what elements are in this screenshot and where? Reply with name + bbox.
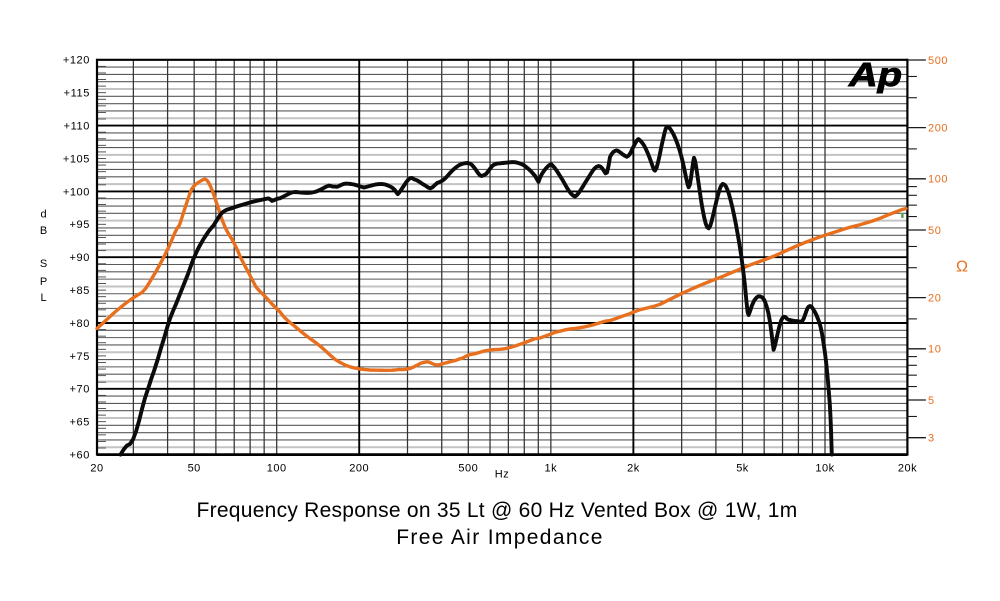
- svg-text:50: 50: [928, 225, 941, 237]
- svg-text:+110: +110: [64, 121, 90, 133]
- svg-text:+105: +105: [63, 153, 90, 165]
- svg-text:+85: +85: [70, 285, 90, 297]
- svg-text:B: B: [40, 225, 47, 237]
- svg-text:500: 500: [928, 55, 948, 67]
- svg-text:10k: 10k: [815, 463, 834, 475]
- svg-text:Frequency Response on 35 Lt @: Frequency Response on 35 Lt @ 60 Hz Vent…: [197, 499, 798, 522]
- svg-text:100: 100: [267, 463, 287, 475]
- svg-text:5k: 5k: [736, 463, 749, 475]
- svg-text:+90: +90: [70, 252, 90, 264]
- svg-text:100: 100: [928, 174, 948, 186]
- svg-text:+95: +95: [70, 219, 90, 231]
- svg-text:10: 10: [928, 344, 941, 356]
- svg-text:d: d: [40, 209, 46, 221]
- svg-text:+115: +115: [64, 88, 90, 100]
- svg-text:20: 20: [90, 463, 103, 475]
- svg-text:+100: +100: [63, 186, 90, 198]
- svg-text:20: 20: [928, 293, 941, 305]
- svg-text:+80: +80: [70, 318, 90, 330]
- svg-text:200: 200: [349, 463, 369, 475]
- svg-text:500: 500: [458, 463, 478, 475]
- svg-text:5: 5: [928, 395, 935, 407]
- svg-text:Hz: Hz: [495, 469, 509, 481]
- svg-text:+75: +75: [70, 351, 90, 363]
- svg-text:50: 50: [188, 463, 201, 475]
- svg-text:Ap: Ap: [848, 56, 902, 93]
- svg-text:20k: 20k: [898, 463, 917, 475]
- svg-text:1k: 1k: [544, 463, 557, 475]
- svg-text:+120: +120: [63, 55, 90, 67]
- svg-text:+60: +60: [70, 450, 90, 462]
- svg-text:200: 200: [928, 123, 948, 135]
- svg-text:+65: +65: [70, 417, 90, 429]
- svg-text:+70: +70: [70, 384, 90, 396]
- svg-text:P: P: [40, 276, 47, 288]
- svg-text:3: 3: [928, 433, 935, 445]
- svg-text:S: S: [40, 258, 47, 270]
- svg-text:L: L: [40, 292, 46, 304]
- svg-text:2k: 2k: [627, 463, 640, 475]
- svg-text:Free Air Impedance: Free Air Impedance: [396, 526, 604, 549]
- svg-text:Ω: Ω: [956, 259, 968, 276]
